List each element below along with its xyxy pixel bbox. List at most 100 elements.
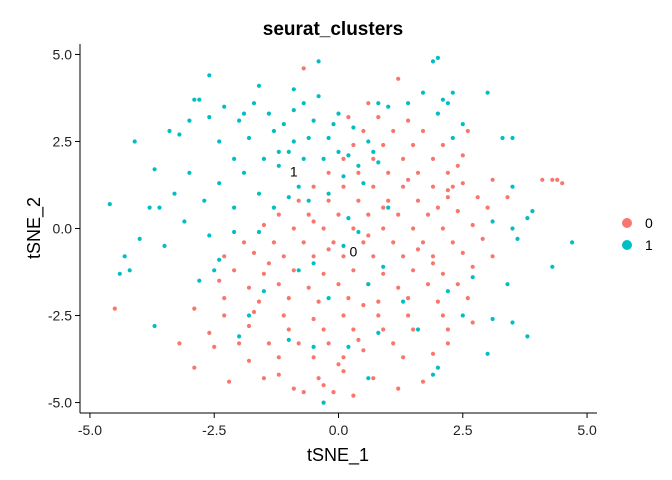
point-cluster-1: [276, 149, 281, 154]
point-cluster-0: [336, 362, 341, 367]
point-cluster-0: [351, 268, 356, 273]
point-cluster-0: [256, 299, 262, 304]
point-cluster-0: [361, 128, 366, 134]
point-cluster-0: [316, 376, 321, 381]
cluster-label-0: 0: [350, 243, 358, 259]
point-cluster-0: [346, 296, 351, 301]
point-cluster-0: [316, 299, 321, 304]
point-cluster-0: [261, 376, 266, 381]
point-cluster-0: [341, 184, 346, 189]
point-cluster-0: [455, 209, 460, 214]
point-cluster-1: [321, 156, 326, 161]
point-cluster-0: [286, 296, 291, 301]
point-cluster-1: [445, 289, 450, 294]
point-cluster-1: [157, 205, 162, 210]
point-cluster-0: [261, 222, 266, 228]
x-tick-label: -2.5: [202, 422, 226, 438]
point-cluster-0: [465, 296, 470, 301]
point-cluster-1: [222, 104, 227, 109]
point-cluster-1: [460, 122, 465, 127]
point-cluster-1: [550, 264, 555, 269]
point-cluster-0: [445, 170, 450, 175]
point-cluster-1: [192, 97, 197, 102]
point-cluster-0: [321, 271, 326, 276]
point-cluster-1: [167, 128, 172, 134]
point-cluster-1: [500, 135, 505, 141]
point-cluster-0: [311, 184, 316, 189]
point-cluster-0: [430, 156, 436, 161]
point-cluster-1: [197, 278, 202, 283]
point-cluster-1: [440, 97, 445, 102]
point-cluster-1: [530, 209, 535, 214]
point-cluster-0: [366, 233, 371, 238]
point-cluster-1: [406, 101, 411, 106]
point-cluster-0: [346, 115, 351, 120]
cluster-label-1: 1: [290, 163, 298, 179]
point-cluster-0: [430, 351, 436, 356]
point-cluster-1: [237, 118, 242, 123]
point-cluster-0: [361, 240, 366, 245]
point-cluster-0: [381, 327, 386, 332]
x-tick-label: -5.0: [78, 422, 102, 438]
point-cluster-1: [286, 149, 291, 154]
point-cluster-0: [326, 198, 331, 203]
point-cluster-0: [311, 219, 316, 224]
point-cluster-1: [346, 216, 351, 221]
legend-key-1: [622, 240, 632, 250]
point-cluster-1: [232, 156, 237, 161]
point-cluster-0: [336, 212, 341, 217]
point-cluster-0: [321, 327, 326, 332]
point-cluster-0: [411, 268, 416, 273]
point-cluster-0: [306, 285, 311, 290]
point-cluster-1: [510, 320, 515, 325]
point-cluster-0: [401, 184, 406, 189]
point-cluster-0: [271, 240, 276, 245]
point-cluster-0: [321, 226, 326, 231]
y-tick-label: 2.5: [53, 133, 73, 149]
point-cluster-1: [336, 149, 341, 154]
point-cluster-0: [445, 341, 450, 346]
point-cluster-0: [311, 355, 316, 360]
point-cluster-0: [391, 128, 396, 134]
point-cluster-1: [485, 351, 490, 356]
point-cluster-1: [127, 268, 132, 273]
point-cluster-0: [371, 376, 376, 381]
point-cluster-1: [296, 268, 301, 273]
point-cluster-0: [326, 341, 331, 346]
point-cluster-1: [430, 59, 436, 64]
point-cluster-0: [460, 153, 465, 158]
chart-title: seurat_clusters: [263, 19, 403, 40]
point-cluster-0: [222, 254, 227, 259]
point-cluster-0: [430, 184, 436, 189]
point-cluster-0: [555, 177, 560, 182]
point-cluster-0: [112, 306, 117, 311]
points-layer: [107, 55, 575, 405]
point-cluster-0: [450, 184, 455, 189]
point-cluster-1: [271, 128, 276, 134]
point-cluster-0: [391, 341, 396, 346]
point-cluster-1: [132, 139, 137, 144]
point-cluster-1: [321, 400, 326, 405]
point-cluster-0: [281, 254, 286, 259]
point-cluster-1: [435, 365, 440, 370]
point-cluster-0: [371, 254, 376, 259]
point-cluster-1: [326, 296, 331, 301]
point-cluster-1: [301, 101, 306, 106]
point-cluster-1: [326, 191, 331, 196]
point-cluster-0: [241, 240, 247, 245]
point-cluster-1: [510, 226, 515, 231]
point-cluster-0: [550, 177, 555, 182]
point-cluster-0: [560, 181, 565, 186]
point-cluster-0: [396, 285, 401, 290]
point-cluster-0: [445, 195, 450, 200]
point-cluster-1: [241, 111, 247, 116]
point-cluster-1: [256, 191, 262, 196]
point-cluster-1: [510, 184, 515, 189]
point-cluster-0: [331, 240, 336, 245]
point-cluster-1: [152, 323, 157, 329]
point-cluster-0: [381, 205, 386, 210]
point-cluster-0: [281, 313, 286, 318]
point-cluster-0: [326, 247, 331, 252]
point-cluster-1: [316, 59, 321, 64]
point-cluster-1: [381, 264, 386, 269]
